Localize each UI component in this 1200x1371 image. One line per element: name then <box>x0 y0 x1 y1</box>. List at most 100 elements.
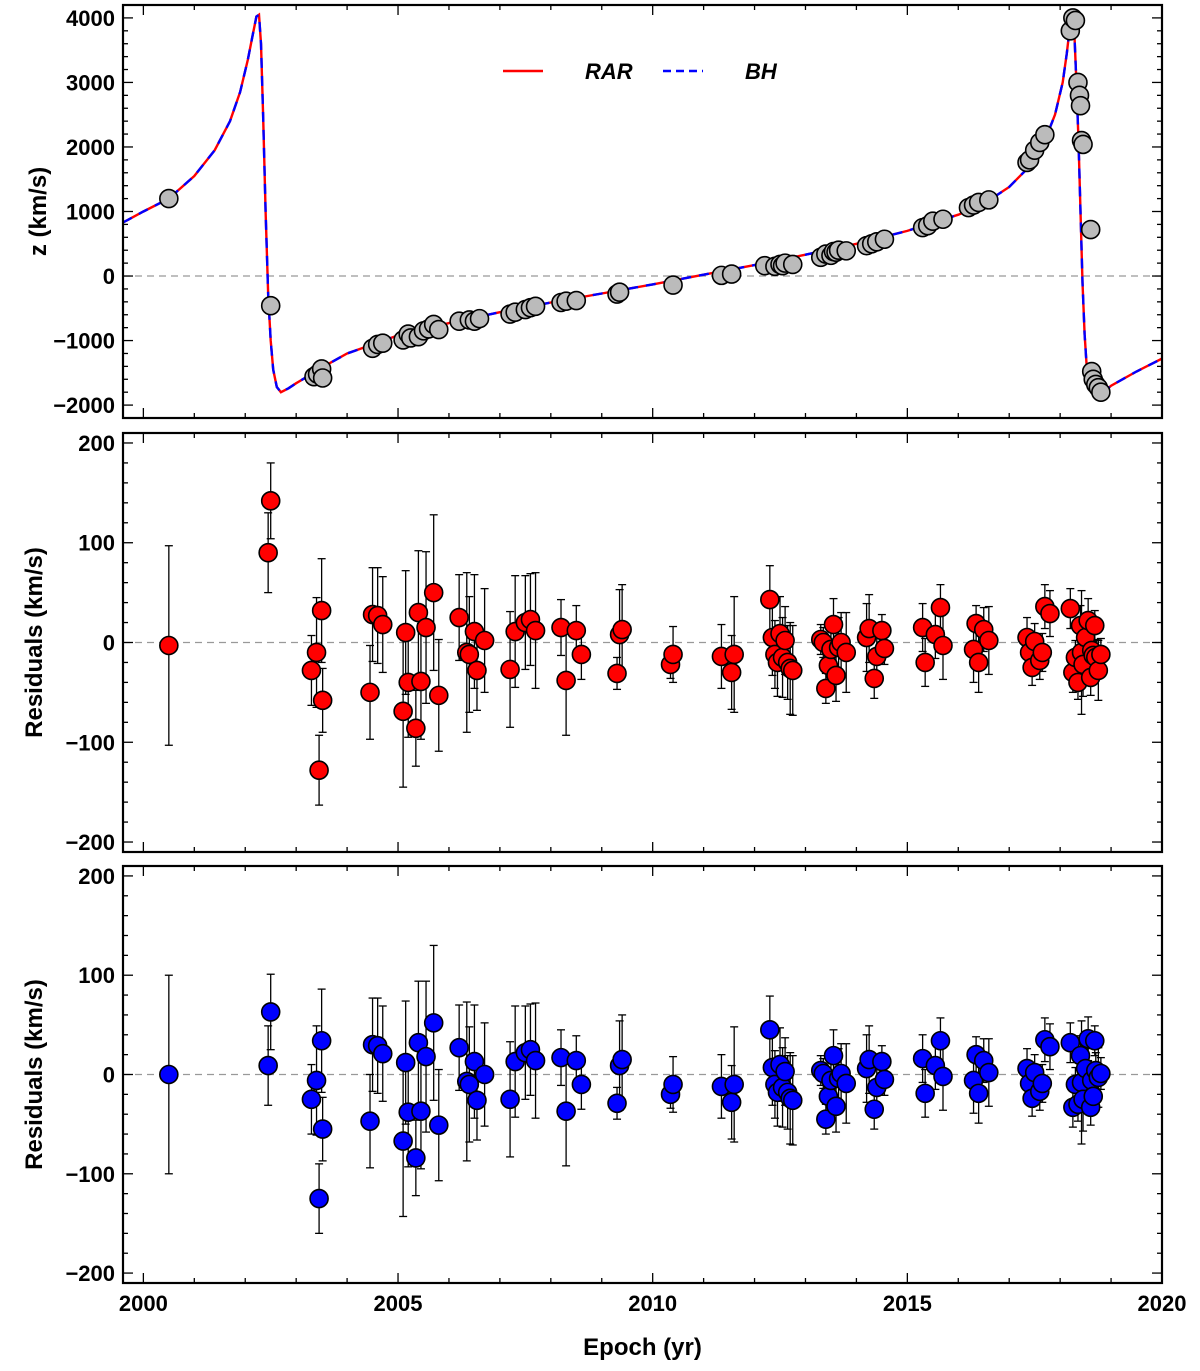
data-point <box>915 1083 935 1104</box>
legend-label: RAR <box>585 59 633 84</box>
data-point <box>724 644 744 665</box>
data-point <box>872 620 892 641</box>
x-tick-label: 2020 <box>1138 1291 1187 1316</box>
data-point <box>428 685 449 706</box>
data-point <box>724 1074 744 1095</box>
data-point <box>411 671 431 692</box>
data-point <box>423 1013 444 1033</box>
data-point <box>393 701 413 722</box>
data-point <box>1070 95 1091 116</box>
bh-curve <box>123 12 1162 395</box>
data-point <box>312 368 333 388</box>
y-tick-label: −200 <box>65 830 115 855</box>
legend-label: BH <box>745 59 778 84</box>
data-point <box>372 614 393 635</box>
data-point <box>979 190 999 210</box>
data-point <box>816 678 836 699</box>
plot-frame <box>121 3 1164 420</box>
data-point <box>360 682 380 703</box>
data-point <box>782 1090 803 1111</box>
data-point <box>933 1066 953 1087</box>
data-point <box>566 1050 587 1071</box>
top-panel: −2000 −1000 0 1000 2000 3000 4000 z (km/s) RAR BH <box>25 3 1164 420</box>
data-point <box>159 635 179 656</box>
data-point <box>915 652 935 673</box>
data-point <box>782 660 803 681</box>
data-point <box>395 622 416 643</box>
data-point <box>933 209 953 230</box>
data-point <box>836 1073 857 1094</box>
x-tick-label: 2015 <box>883 1291 932 1316</box>
data-point <box>571 644 592 665</box>
data-point <box>525 296 546 317</box>
data-point <box>309 1188 329 1209</box>
data-point <box>968 1083 989 1104</box>
x-axis-title: Epoch (yr) <box>583 1334 702 1361</box>
y-axis-title: Residuals (km/s) <box>21 979 48 1170</box>
data-point <box>979 630 999 651</box>
y-tick-label: 0 <box>103 1063 115 1088</box>
data-point <box>826 665 846 686</box>
data-point <box>1065 10 1086 31</box>
data-point <box>933 635 953 656</box>
data-point <box>1088 660 1109 681</box>
data-point <box>1091 1063 1111 1084</box>
data-point <box>1080 219 1101 240</box>
y-tick-label: 3000 <box>66 70 115 95</box>
data-point <box>301 1089 322 1110</box>
y-tick-label: −1000 <box>53 329 115 354</box>
y-tick-label: 200 <box>78 864 115 889</box>
data-point <box>607 663 627 684</box>
data-point <box>1091 382 1111 402</box>
data-point <box>721 1092 742 1113</box>
plot-frame <box>121 431 1164 854</box>
data-point <box>474 1064 495 1085</box>
data-point <box>311 1030 332 1051</box>
data-point <box>467 660 487 681</box>
data-point <box>159 1064 179 1085</box>
data-point <box>556 1101 576 1122</box>
data-point <box>566 620 587 641</box>
data-point <box>474 630 495 651</box>
data-point <box>930 1030 951 1051</box>
data-point <box>1060 598 1081 619</box>
data-point <box>500 659 520 680</box>
data-point <box>260 295 281 316</box>
data-point <box>663 275 683 295</box>
data-point <box>459 1074 480 1095</box>
data-point <box>469 308 490 329</box>
x-tick-label: 2005 <box>374 1291 423 1316</box>
data-point <box>309 760 329 780</box>
data-point <box>721 662 742 683</box>
y-tick-label: 0 <box>103 264 115 289</box>
data-point <box>311 600 332 621</box>
y-tick-label: 100 <box>78 531 115 556</box>
data-point <box>258 1055 278 1076</box>
data-point <box>874 229 895 250</box>
data-point <box>556 670 576 691</box>
y-tick-label: 100 <box>78 963 115 988</box>
data-point <box>159 188 179 209</box>
data-point <box>306 642 327 663</box>
data-point <box>306 1070 327 1091</box>
data-point <box>372 333 393 353</box>
data-point <box>607 1093 627 1114</box>
data-point <box>826 1096 846 1117</box>
data-point <box>423 582 444 603</box>
data-point <box>874 638 895 659</box>
data-point <box>823 1045 844 1066</box>
data-point <box>411 1101 431 1122</box>
data-point <box>1084 615 1105 636</box>
x-tick-label: 2010 <box>628 1291 677 1316</box>
data-point <box>312 690 333 711</box>
data-point <box>836 642 857 663</box>
data-point <box>406 1148 426 1168</box>
data-point <box>760 1020 780 1040</box>
data-point <box>525 620 546 641</box>
data-point <box>428 319 449 340</box>
data-point <box>1032 642 1053 663</box>
x-tick-label: 2000 <box>119 1291 168 1316</box>
data-point <box>1073 134 1093 155</box>
data-point <box>775 1061 795 1082</box>
